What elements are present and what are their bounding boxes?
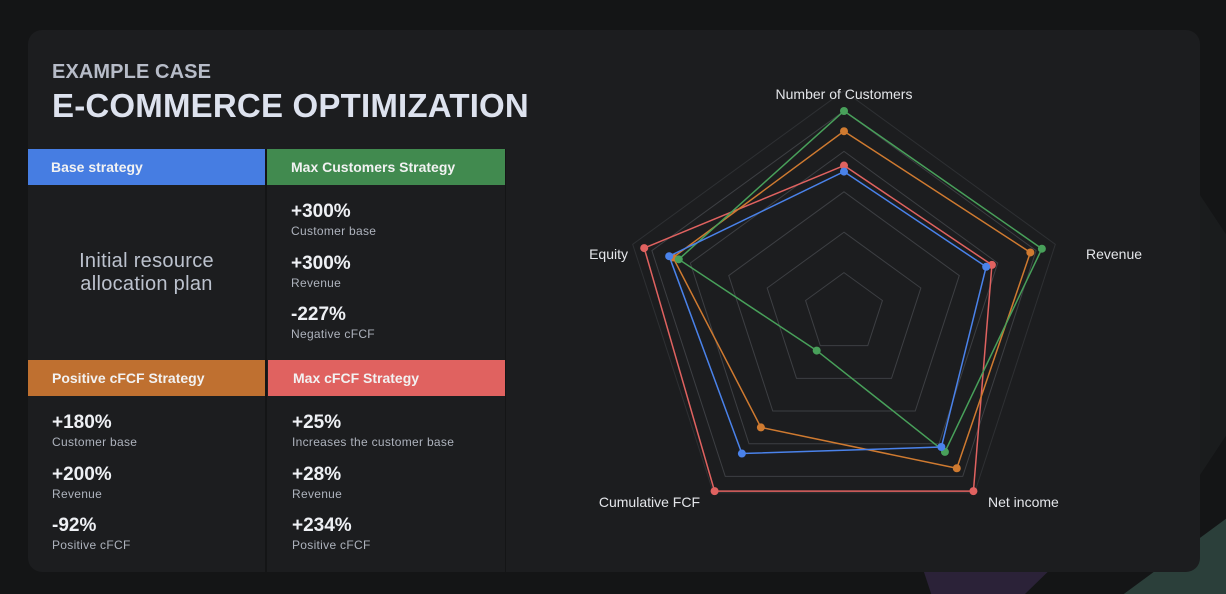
stat-label: Revenue <box>52 486 103 501</box>
data-point <box>937 443 946 452</box>
radar-series <box>640 107 1046 496</box>
stat-label: Positive cFCF <box>292 538 371 552</box>
series-base-strategy <box>665 167 991 458</box>
data-point <box>969 487 978 496</box>
stat-label: Positive cFCF <box>52 538 131 552</box>
axis-label-number-of-customers: Number of Customers <box>776 86 913 102</box>
data-point <box>840 167 848 176</box>
eyebrow-label: EXAMPLE CASE <box>52 61 212 83</box>
stat-value: +180% <box>52 412 112 433</box>
stat-value: +234% <box>292 515 352 536</box>
data-point <box>665 252 674 261</box>
strategy-header-base: Base strategy <box>28 149 265 185</box>
grid-ring <box>804 271 884 347</box>
data-point <box>840 161 848 170</box>
stat-value: +200% <box>52 463 112 485</box>
strategy-header-max-cfcf: Max cFCF Strategy <box>268 360 506 396</box>
description-line: Initial resource <box>79 249 214 272</box>
axis-label-equity: Equity <box>589 246 628 262</box>
base-strategy-description: Initial resource allocation plan <box>28 185 265 360</box>
series-line <box>672 130 1032 470</box>
radar-grid <box>632 90 1056 494</box>
stat-item: +300% Customer base <box>291 201 376 253</box>
strategy-header-positive-cfcf: Positive cFCF Strategy <box>28 360 265 396</box>
max-cfcf-stats: +25% Increases the customer base +28% Re… <box>292 412 454 567</box>
stat-label: Negative cFCF <box>291 327 375 341</box>
stat-item: -227% Negative cFCF <box>291 304 376 356</box>
data-point <box>840 127 848 136</box>
data-point <box>982 262 991 271</box>
data-point <box>812 346 821 355</box>
axis-label-cumulative-fcf: Cumulative FCF <box>599 494 700 510</box>
background-shape <box>1200 195 1226 475</box>
stat-item: +300% Revenue <box>291 253 376 305</box>
grid-ring <box>689 150 999 445</box>
data-point <box>640 244 649 253</box>
series-line <box>643 164 993 492</box>
stat-value: -227% <box>291 304 346 325</box>
stat-label: Customer base <box>52 435 138 449</box>
radar-axis-labels: Number of Customers Revenue Net income C… <box>589 86 1142 510</box>
stat-item: +200% Revenue <box>52 464 137 516</box>
stat-value: +300% <box>291 252 351 274</box>
page-title: E-COMMERCE OPTIMIZATION <box>52 87 529 124</box>
stat-label: Revenue <box>291 275 342 290</box>
data-point <box>710 487 719 496</box>
data-point <box>674 255 683 264</box>
stat-value: +28% <box>292 463 342 485</box>
case-card: EXAMPLE CASE E-COMMERCE OPTIMIZATION Bas… <box>28 30 1200 572</box>
description-line: allocation plan <box>80 272 213 295</box>
grid-ring <box>766 231 922 379</box>
stat-label: Revenue <box>292 486 343 501</box>
stat-item: +25% Increases the customer base <box>292 412 454 464</box>
data-point <box>1026 248 1035 257</box>
axis-label-revenue: Revenue <box>1086 246 1142 262</box>
max-customers-stats: +300% Customer base +300% Revenue -227% … <box>291 201 376 356</box>
column-divider <box>265 149 267 572</box>
stat-item: +180% Customer base <box>52 412 137 464</box>
axis-label-net-income: Net income <box>988 494 1059 510</box>
data-point <box>840 107 848 115</box>
stat-value: -92% <box>52 515 97 536</box>
stat-value: +300% <box>291 201 351 222</box>
grid-ring <box>632 90 1056 494</box>
stat-label: Increases the customer base <box>292 435 455 449</box>
column-divider <box>505 149 506 572</box>
grid-ring <box>728 191 960 412</box>
data-point <box>756 423 765 432</box>
grid-ring <box>651 110 1037 477</box>
series-line <box>668 170 988 455</box>
stat-item: +234% Positive cFCF <box>292 515 454 567</box>
stat-label: Customer base <box>291 224 377 238</box>
data-point <box>952 464 961 473</box>
stat-item: -92% Positive cFCF <box>52 515 137 567</box>
stat-value: +25% <box>292 412 342 433</box>
radar-chart: Number of Customers Revenue Net income C… <box>589 86 1142 510</box>
data-point <box>737 449 746 458</box>
series-positive-cfcf-strategy <box>669 127 1035 473</box>
stat-item: +28% Revenue <box>292 464 454 516</box>
data-point <box>1037 244 1046 253</box>
series-line <box>677 110 1043 454</box>
strategy-header-max-customers: Max Customers Strategy <box>267 149 506 185</box>
strategy-grid: Base strategy Max Customers Strategy Ini… <box>28 149 506 572</box>
positive-cfcf-stats: +180% Customer base +200% Revenue -92% P… <box>52 412 137 567</box>
